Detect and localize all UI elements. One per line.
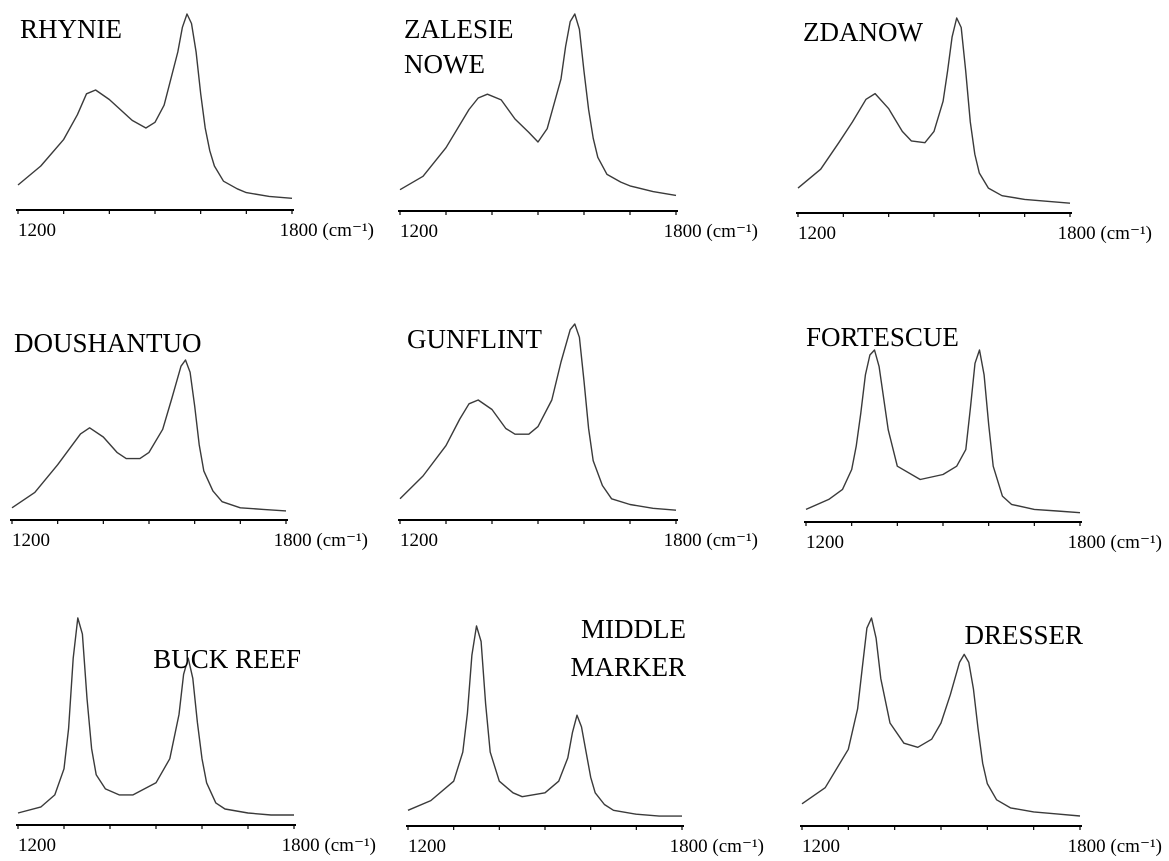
- x-tick-label-1200: 1200: [18, 835, 56, 856]
- x-tick-label-1200: 1200: [798, 223, 836, 244]
- x-tick-label-1800: 1800 (cm⁻¹): [1068, 836, 1162, 857]
- spectrum-line: [17, 13, 293, 199]
- spectrum-panel-1: 1200 1800 (cm⁻¹) RHYNIE: [16, 13, 374, 241]
- spectrum-panel-3: 1200 1800 (cm⁻¹) ZDANOW: [796, 17, 1152, 244]
- x-tick-label-1800: 1800 (cm⁻¹): [280, 220, 374, 241]
- spectrum-panel-4: 1200 1800 (cm⁻¹) DOUSHANTUO: [10, 328, 368, 551]
- x-tick-label-1800: 1800 (cm⁻¹): [1068, 532, 1162, 553]
- x-tick-label-1200: 1200: [12, 530, 50, 551]
- spectrum-panel-5: 1200 1800 (cm⁻¹) GUNFLINT: [398, 323, 758, 551]
- panel-title: MARKER: [570, 652, 686, 682]
- spectrum-panel-7: 1200 1800 (cm⁻¹) BUCK REEF: [16, 617, 376, 856]
- x-tick-label-1800: 1800 (cm⁻¹): [670, 836, 764, 857]
- spectrum-line: [797, 17, 1071, 204]
- panel-title: MIDDLE: [581, 614, 686, 644]
- spectrum-line: [407, 625, 682, 817]
- spectrum-line: [17, 617, 294, 816]
- spectrum-panel-6: 1200 1800 (cm⁻¹) FORTESCUE: [804, 322, 1162, 553]
- x-tick-label-1200: 1200: [18, 220, 56, 241]
- panel-title: DOUSHANTUO: [14, 328, 202, 358]
- spectrum-line: [805, 349, 1081, 514]
- spectrum-panel-2: 1200 1800 (cm⁻¹) ZALESIE NOWE: [398, 13, 758, 242]
- spectrum-line: [399, 13, 677, 197]
- x-tick-label-1200: 1200: [802, 836, 840, 857]
- spectrum-line: [11, 359, 287, 512]
- spectrum-panel-8: 1200 1800 (cm⁻¹) MIDDLE MARKER: [406, 614, 764, 857]
- spectrum-line: [801, 617, 1081, 817]
- spectrum-line: [399, 323, 677, 511]
- panel-title: RHYNIE: [20, 14, 122, 44]
- panel-title: FORTESCUE: [806, 322, 959, 352]
- panel-title: NOWE: [404, 49, 485, 79]
- x-tick-label-1800: 1800 (cm⁻¹): [664, 530, 758, 551]
- x-tick-label-1800: 1800 (cm⁻¹): [664, 221, 758, 242]
- x-tick-label-1200: 1200: [400, 221, 438, 242]
- x-tick-label-1800: 1800 (cm⁻¹): [282, 835, 376, 856]
- panel-title: BUCK REEF: [153, 644, 301, 674]
- x-tick-label-1800: 1800 (cm⁻¹): [1058, 223, 1152, 244]
- x-tick-label-1200: 1200: [408, 836, 446, 857]
- panel-title: GUNFLINT: [407, 324, 542, 354]
- x-tick-label-1200: 1200: [806, 532, 844, 553]
- x-tick-label-1200: 1200: [400, 530, 438, 551]
- panel-title: DRESSER: [964, 620, 1083, 650]
- x-tick-label-1800: 1800 (cm⁻¹): [274, 530, 368, 551]
- spectrum-panel-9: 1200 1800 (cm⁻¹) DRESSER: [800, 617, 1162, 857]
- panel-title: ZALESIE: [404, 14, 513, 44]
- panel-title: ZDANOW: [803, 17, 923, 47]
